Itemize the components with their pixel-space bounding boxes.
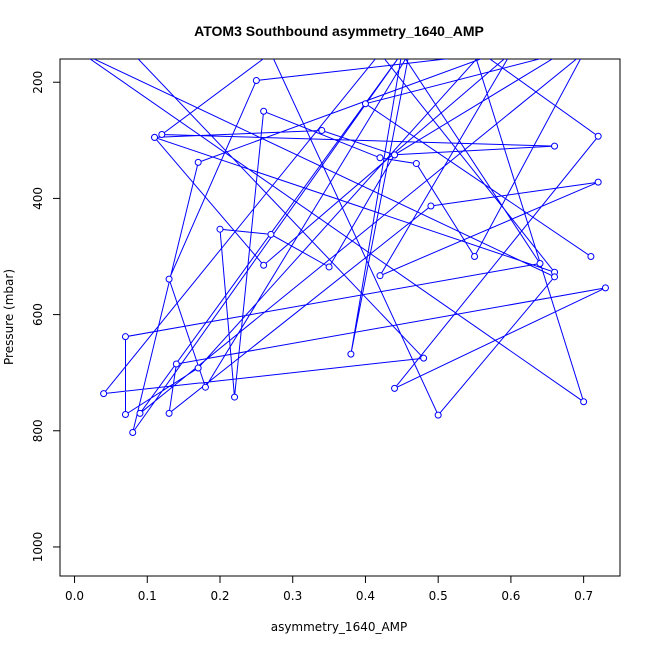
y-tick-label: 600 bbox=[31, 303, 45, 326]
data-point bbox=[121, 411, 129, 419]
data-point bbox=[231, 393, 239, 401]
data-point bbox=[151, 133, 159, 141]
x-tick-label: 0.0 bbox=[65, 589, 84, 603]
series-line bbox=[89, 59, 606, 433]
data-point bbox=[377, 50, 383, 56]
data-point bbox=[580, 398, 588, 406]
data-point bbox=[129, 429, 137, 437]
y-tick-label: 1000 bbox=[31, 532, 45, 563]
data-point bbox=[536, 259, 544, 267]
data-point bbox=[361, 100, 369, 108]
data-point bbox=[587, 253, 595, 261]
data-point bbox=[252, 76, 260, 84]
data-point bbox=[376, 154, 384, 162]
data-point bbox=[391, 384, 399, 392]
data-point bbox=[427, 202, 435, 210]
x-tick-label: 0.6 bbox=[501, 589, 520, 603]
data-point bbox=[594, 178, 602, 186]
y-tick-label: 200 bbox=[31, 71, 45, 94]
data-point bbox=[194, 364, 202, 372]
data-point bbox=[136, 409, 144, 417]
data-point bbox=[165, 409, 173, 417]
data-point bbox=[391, 151, 399, 159]
data-point bbox=[508, 50, 514, 56]
data-point bbox=[406, 50, 412, 56]
x-tick-label: 0.2 bbox=[210, 589, 229, 603]
data-point bbox=[79, 50, 85, 56]
data-point bbox=[172, 360, 180, 368]
data-point bbox=[551, 142, 559, 150]
data-point bbox=[165, 275, 173, 283]
data-point bbox=[318, 126, 326, 134]
data-point bbox=[493, 50, 499, 56]
data-point bbox=[601, 284, 609, 292]
x-tick-label: 0.7 bbox=[574, 589, 593, 603]
data-point bbox=[594, 132, 602, 140]
data-point bbox=[434, 411, 442, 419]
data-point bbox=[399, 50, 405, 56]
x-axis: 0.0 0.1 0.2 0.3 0.4 0.5 0.6 0.7 bbox=[65, 575, 593, 603]
data-point bbox=[347, 350, 355, 358]
data-point bbox=[471, 253, 479, 261]
x-tick-label: 0.4 bbox=[356, 589, 375, 603]
data-point bbox=[412, 160, 420, 168]
data-point bbox=[420, 354, 428, 362]
data-point bbox=[201, 383, 209, 391]
data-point bbox=[158, 131, 166, 139]
y-axis-title: Pressure (mbar) bbox=[2, 269, 16, 365]
chart-title: ATOM3 Southbound asymmetry_1640_AMP bbox=[194, 23, 484, 39]
series-layer bbox=[79, 50, 609, 437]
x-tick-label: 0.3 bbox=[283, 589, 302, 603]
data-point bbox=[260, 107, 268, 115]
x-tick-label: 0.1 bbox=[138, 589, 157, 603]
y-axis: 200 400 600 800 1000 bbox=[31, 71, 61, 563]
data-point bbox=[194, 158, 202, 166]
x-tick-label: 0.5 bbox=[429, 589, 448, 603]
data-point bbox=[559, 50, 565, 56]
data-point bbox=[479, 50, 485, 56]
data-point bbox=[100, 390, 108, 398]
data-point bbox=[399, 50, 405, 56]
data-point bbox=[581, 50, 587, 56]
data-point bbox=[268, 50, 274, 56]
data-point bbox=[551, 273, 559, 281]
y-tick-label: 400 bbox=[31, 187, 45, 210]
data-point bbox=[130, 50, 136, 56]
data-point bbox=[260, 261, 268, 269]
data-point bbox=[376, 272, 384, 280]
x-axis-title: asymmetry_1640_AMP bbox=[271, 620, 408, 634]
data-point bbox=[121, 333, 129, 341]
data-point bbox=[267, 230, 275, 238]
y-tick-label: 800 bbox=[31, 419, 45, 442]
data-point bbox=[216, 225, 224, 233]
data-point bbox=[325, 263, 333, 271]
data-point bbox=[472, 50, 478, 56]
